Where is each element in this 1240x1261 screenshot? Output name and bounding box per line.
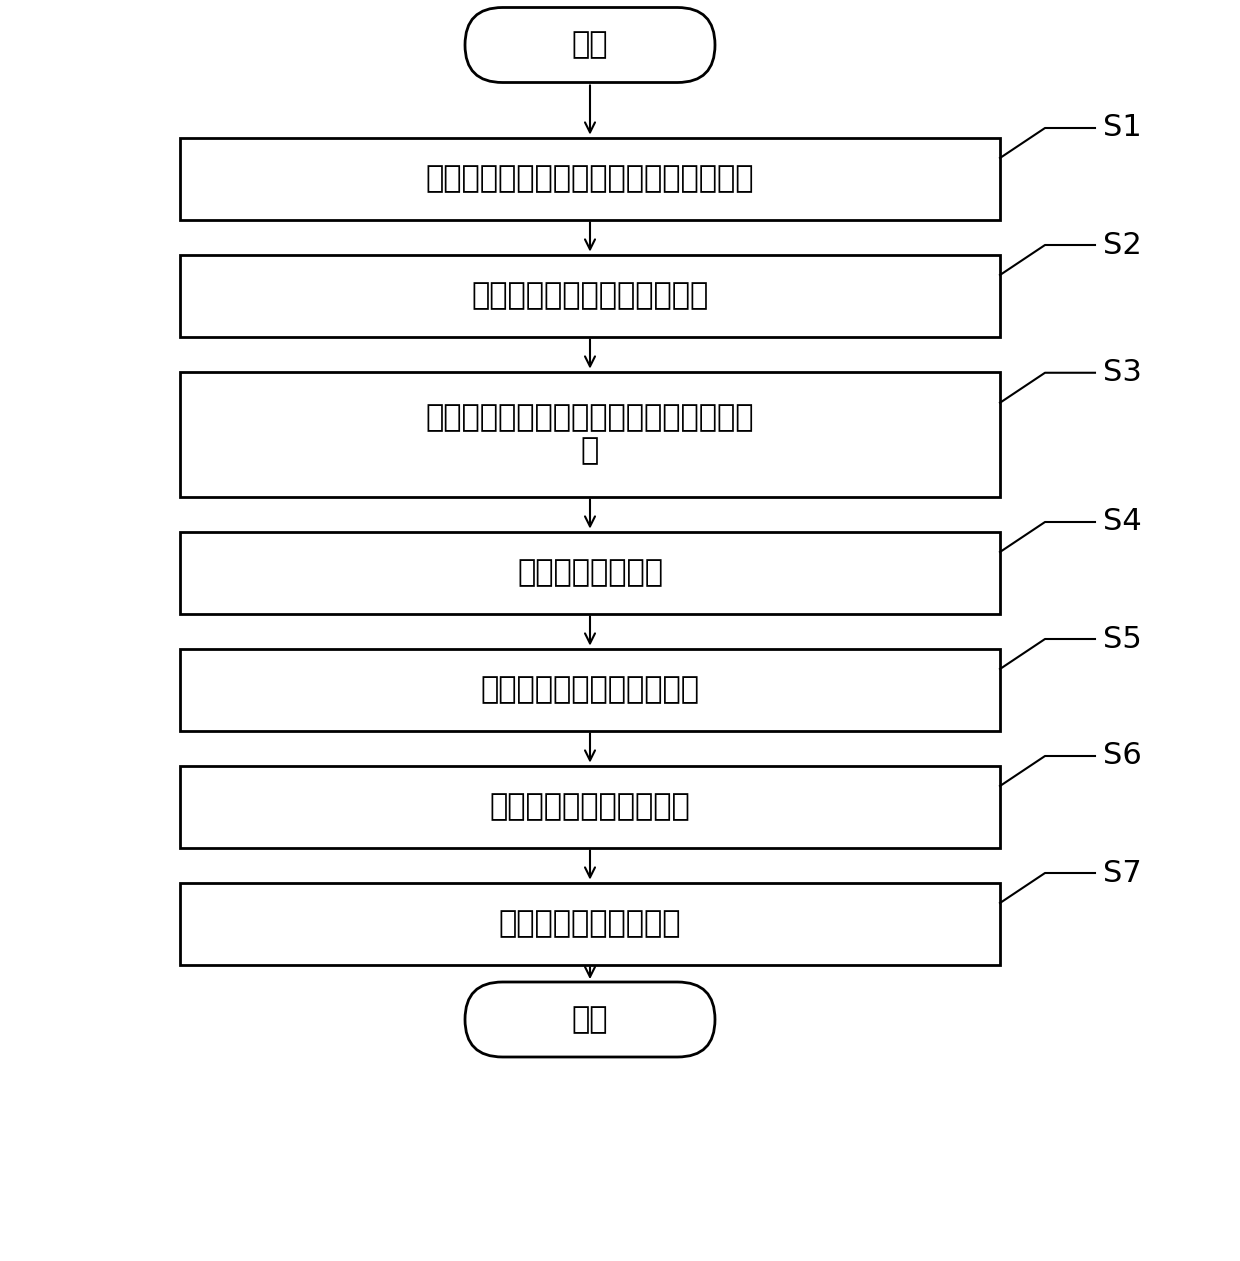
Text: S7: S7 [1104, 859, 1142, 888]
Text: S6: S6 [1104, 741, 1142, 770]
Text: S1: S1 [1104, 113, 1142, 142]
Text: 订阅相机发布的话题和里程计发布的话题: 订阅相机发布的话题和里程计发布的话题 [425, 164, 754, 193]
Text: S5: S5 [1104, 624, 1142, 653]
Bar [180, 372, 999, 497]
Bar [180, 137, 999, 219]
Text: 得到真实尺度运动轨迹数据: 得到真实尺度运动轨迹数据 [481, 675, 699, 704]
Text: 得到关于障碍物的地图: 得到关于障碍物的地图 [498, 909, 681, 938]
Text: 提取相机位移量，提取机器人里程计位移
量: 提取相机位移量，提取机器人里程计位移 量 [425, 402, 754, 465]
Text: 得到无真实尺度运动轨迹数据: 得到无真实尺度运动轨迹数据 [471, 281, 708, 310]
Text: S3: S3 [1104, 358, 1142, 387]
FancyBboxPatch shape [465, 8, 715, 82]
Text: 结束: 结束 [572, 1005, 609, 1034]
Text: 开始: 开始 [572, 30, 609, 59]
Text: S2: S2 [1104, 231, 1142, 260]
Bar [180, 648, 999, 730]
Bar [180, 531, 999, 614]
Bar [180, 883, 999, 965]
Text: S4: S4 [1104, 507, 1142, 536]
Text: 得到世界坐标系点云数据: 得到世界坐标系点云数据 [490, 792, 691, 821]
Bar [180, 765, 999, 847]
Text: 得到相机尺度因子: 得到相机尺度因子 [517, 559, 663, 588]
FancyBboxPatch shape [465, 982, 715, 1057]
Bar [180, 255, 999, 337]
